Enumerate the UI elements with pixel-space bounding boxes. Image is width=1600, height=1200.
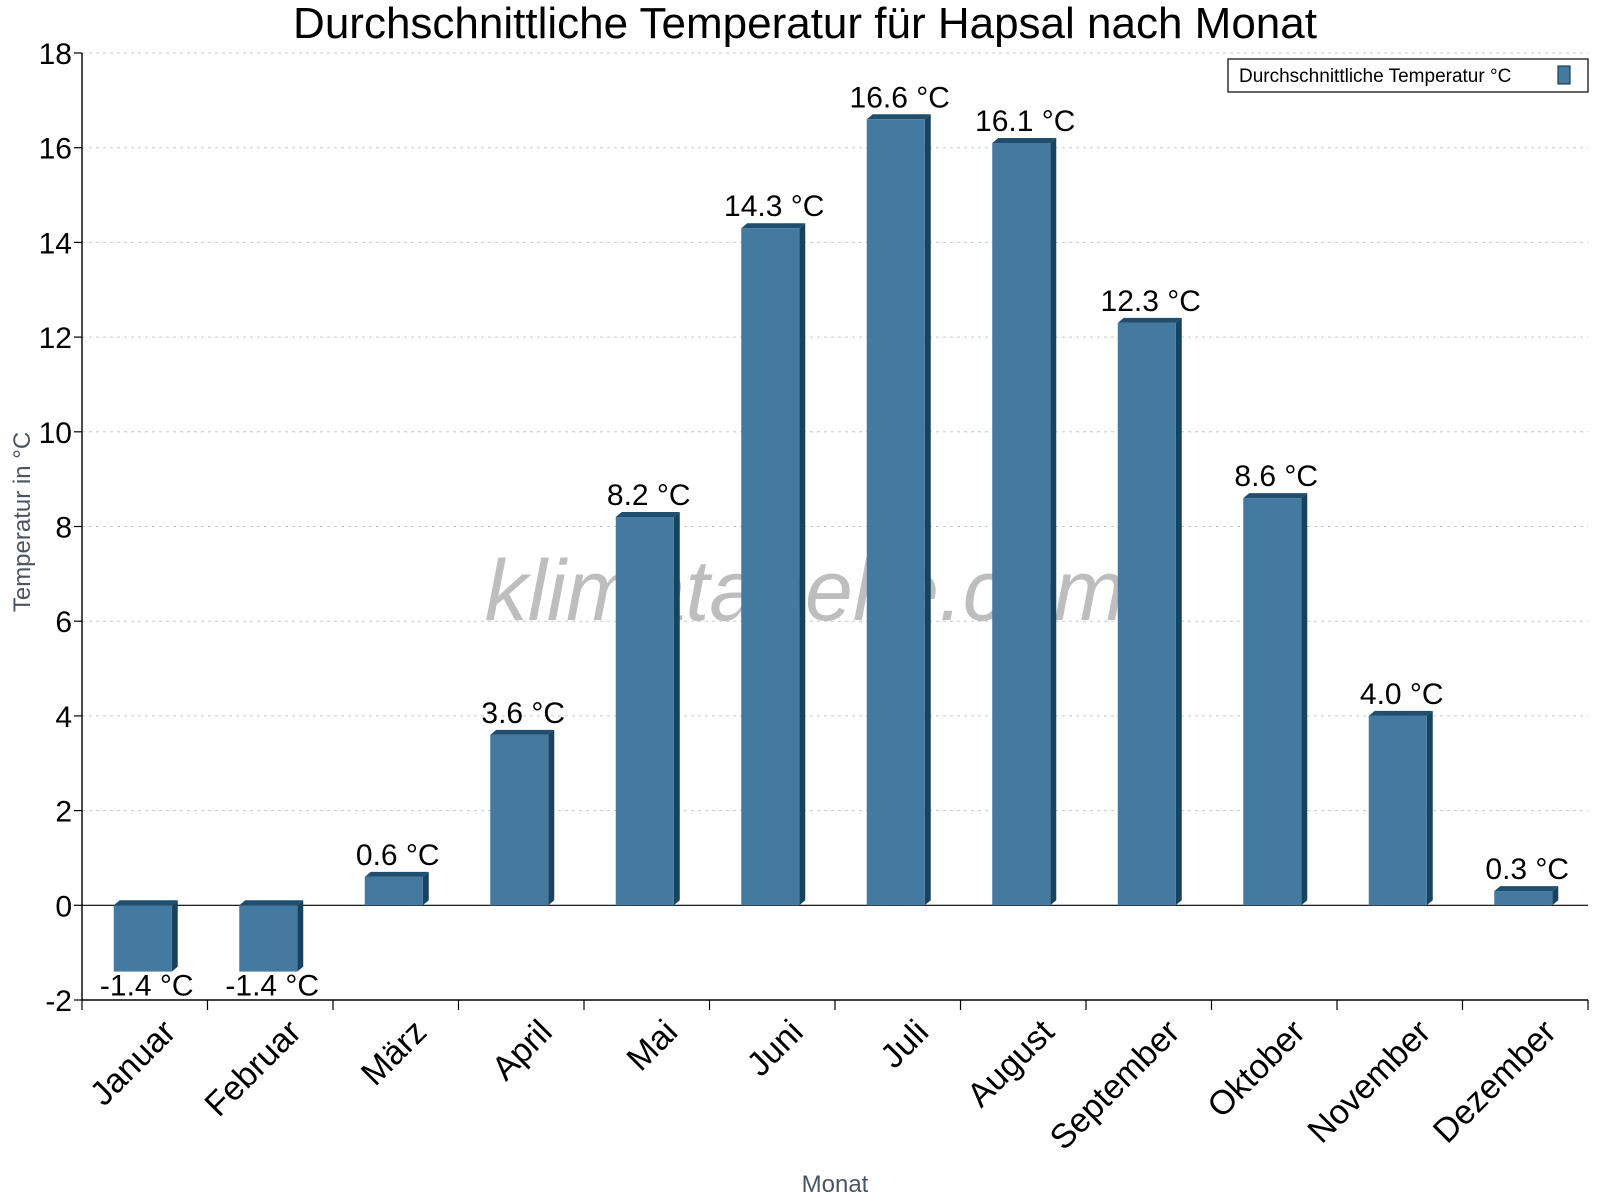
bar bbox=[741, 223, 806, 906]
x-tick-label: Dezember bbox=[1426, 1013, 1564, 1151]
bar-face bbox=[1494, 891, 1553, 906]
y-tick-labels: -2 0 2 4 6 8 10 12 14 16 18 bbox=[39, 38, 72, 1018]
bar-face bbox=[866, 119, 925, 906]
y-tick-label: 16 bbox=[39, 133, 72, 166]
x-tick-label: September bbox=[1043, 1013, 1187, 1157]
data-label: 3.6 °C bbox=[481, 697, 565, 730]
bar bbox=[615, 512, 680, 906]
x-tick-label: November bbox=[1300, 1013, 1438, 1151]
y-tick-label: 6 bbox=[55, 606, 72, 639]
y-tick-label: 12 bbox=[39, 322, 72, 355]
legend: Durchschnittliche Temperatur °C bbox=[1227, 58, 1589, 93]
data-label: 4.0 °C bbox=[1360, 678, 1444, 711]
x-tick-label: Mai bbox=[620, 1013, 686, 1079]
bar-top bbox=[1368, 710, 1433, 716]
bar-side bbox=[1426, 710, 1433, 906]
bar-side bbox=[171, 900, 178, 972]
x-tick-label: August bbox=[960, 1012, 1062, 1114]
bar bbox=[1117, 317, 1182, 906]
bar-top bbox=[866, 114, 931, 120]
y-tick-label: -2 bbox=[45, 985, 72, 1018]
bar-face bbox=[1243, 498, 1302, 906]
y-tick-label: 0 bbox=[55, 890, 72, 923]
bar bbox=[490, 729, 555, 906]
x-tick-labels: Januar Februar März April Mai Juni Juli AugustS… bbox=[83, 1012, 1564, 1157]
bar-side bbox=[924, 114, 931, 906]
bar bbox=[1494, 886, 1559, 906]
bar-side bbox=[1050, 137, 1057, 906]
data-label: 0.6 °C bbox=[356, 839, 440, 872]
x-tick-label: Februar bbox=[198, 1013, 309, 1124]
bar-side bbox=[548, 729, 555, 906]
y-tick-label: 14 bbox=[39, 227, 72, 260]
bar-side bbox=[673, 512, 680, 906]
x-tick-label: März bbox=[354, 1013, 434, 1093]
data-label: 8.6 °C bbox=[1234, 460, 1318, 493]
bar-face bbox=[1117, 322, 1176, 906]
chart-title: Durchschnittliche Temperatur für Hapsal … bbox=[293, 0, 1317, 48]
bar-side bbox=[1552, 886, 1559, 906]
x-axis-title: Monat bbox=[802, 1171, 869, 1198]
bar-face bbox=[490, 734, 549, 906]
bar-face bbox=[113, 905, 172, 972]
bar-face bbox=[615, 517, 674, 906]
bar-face bbox=[364, 876, 423, 906]
bar-face bbox=[1368, 715, 1427, 906]
bar-top bbox=[364, 871, 429, 877]
bar-side bbox=[1175, 317, 1182, 906]
bar-side bbox=[422, 871, 429, 906]
y-tick-label: 4 bbox=[55, 701, 72, 734]
data-label: 8.2 °C bbox=[607, 479, 691, 512]
bar bbox=[364, 871, 429, 906]
x-tick-label: Juli bbox=[873, 1013, 936, 1076]
data-label: 0.3 °C bbox=[1485, 853, 1569, 886]
data-label: -1.4 °C bbox=[225, 970, 319, 1003]
bar-top bbox=[239, 900, 304, 906]
bar-top bbox=[490, 729, 555, 735]
bar bbox=[1243, 493, 1308, 906]
bar bbox=[239, 900, 304, 972]
bar bbox=[1368, 710, 1433, 906]
legend-swatch bbox=[1557, 65, 1571, 85]
bar-top bbox=[1494, 886, 1559, 892]
bar-top bbox=[615, 512, 680, 518]
data-labels: -1.4 °C -1.4 °C 0.6 °C 3.6 °C 8.2 °C 14.3 °C 1… bbox=[100, 81, 1569, 1002]
data-label: 16.6 °C bbox=[850, 81, 950, 114]
x-tick-label: Oktober bbox=[1200, 1013, 1312, 1125]
bar-face bbox=[992, 142, 1051, 906]
x-tick-label: Juni bbox=[740, 1013, 811, 1084]
gridlines bbox=[82, 52, 1588, 1001]
legend-box bbox=[1227, 58, 1589, 93]
y-tick-label: 10 bbox=[39, 417, 72, 450]
x-tick-label: April bbox=[485, 1013, 560, 1088]
data-label: 14.3 °C bbox=[724, 190, 824, 223]
bar-top bbox=[741, 223, 806, 229]
bar bbox=[992, 137, 1057, 906]
bar-face bbox=[239, 905, 298, 972]
data-label: -1.4 °C bbox=[100, 970, 194, 1003]
bar-side bbox=[297, 900, 304, 972]
axes bbox=[74, 52, 1589, 1010]
y-tick-label: 18 bbox=[39, 38, 72, 71]
bar-top bbox=[1117, 317, 1182, 323]
bar-face bbox=[741, 228, 800, 906]
bar bbox=[866, 114, 931, 906]
x-tick-label: Januar bbox=[83, 1013, 183, 1113]
legend-label: Durchschnittliche Temperatur °C bbox=[1239, 66, 1511, 87]
bar bbox=[113, 900, 178, 972]
y-axis-title: Temperatur in °C bbox=[9, 432, 36, 612]
data-label: 12.3 °C bbox=[1101, 285, 1201, 318]
bar-top bbox=[992, 137, 1057, 143]
bar-side bbox=[799, 223, 806, 906]
bars bbox=[113, 114, 1559, 972]
y-tick-label: 2 bbox=[55, 796, 72, 829]
bar-side bbox=[1301, 493, 1308, 906]
y-tick-label: 8 bbox=[55, 512, 72, 545]
bar-top bbox=[1243, 493, 1308, 499]
data-label: 16.1 °C bbox=[975, 105, 1075, 138]
bar-top bbox=[113, 900, 178, 906]
